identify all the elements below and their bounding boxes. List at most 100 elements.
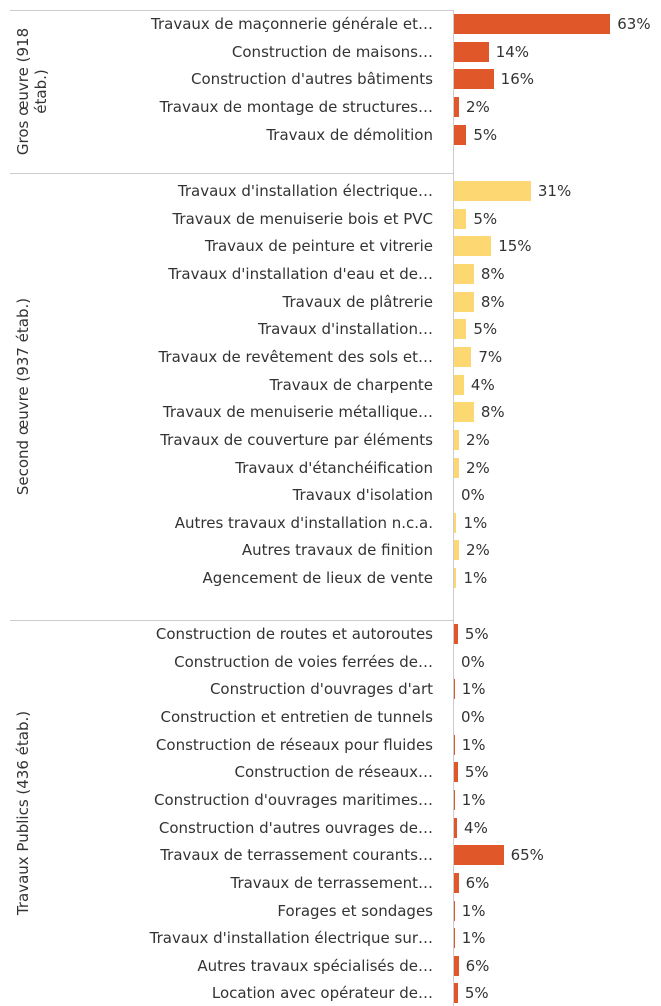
value-label: 1% bbox=[461, 790, 486, 809]
category-label: Construction de réseaux pour fluides bbox=[155, 735, 433, 754]
category-label: Location avec opérateur de… bbox=[211, 984, 433, 1003]
bar bbox=[454, 872, 459, 893]
value-label: 6% bbox=[465, 956, 490, 975]
bar bbox=[454, 983, 458, 1004]
value-label: 15% bbox=[498, 237, 532, 256]
bar bbox=[454, 263, 474, 284]
value-label: 8% bbox=[480, 264, 505, 283]
category-label: Travaux de menuiserie métallique… bbox=[162, 403, 433, 422]
bar bbox=[454, 319, 467, 340]
value-label: 5% bbox=[464, 763, 489, 782]
category-label: Construction d'autres ouvrages de… bbox=[158, 818, 433, 837]
bar bbox=[454, 817, 458, 838]
category-label: Travaux d'installation électrique sur… bbox=[149, 929, 433, 948]
bar bbox=[454, 236, 492, 257]
bar bbox=[454, 181, 531, 201]
category-label: Construction et entretien de tunnels bbox=[160, 707, 433, 726]
value-label: 2% bbox=[465, 458, 490, 477]
category-label: Agencement de lieux de vente bbox=[202, 569, 433, 588]
bar bbox=[454, 789, 455, 810]
value-label: 1% bbox=[461, 735, 486, 754]
category-label: Travaux de peinture et vitrerie bbox=[204, 237, 433, 256]
category-label: Travaux d'installation électrique… bbox=[177, 182, 433, 200]
category-label: Autres travaux spécialisés de… bbox=[197, 956, 433, 975]
group-separator bbox=[10, 620, 453, 621]
category-label: Construction d'ouvrages d'art bbox=[209, 680, 433, 699]
value-label: 1% bbox=[461, 901, 486, 920]
value-label: 4% bbox=[464, 818, 488, 837]
category-label: Travaux de maçonnerie générale et… bbox=[151, 15, 433, 33]
category-label: Forages et sondages bbox=[277, 901, 433, 920]
group-label: Gros œuvre (918 étab.) bbox=[14, 27, 50, 156]
category-label: Construction d'ouvrages maritimes… bbox=[153, 790, 433, 809]
value-label: 1% bbox=[461, 929, 486, 948]
value-label: 31% bbox=[537, 182, 572, 200]
group-label: Travaux Publics (436 étab.) bbox=[14, 710, 32, 916]
bar bbox=[454, 540, 459, 561]
bar bbox=[454, 624, 458, 644]
bar bbox=[454, 14, 611, 34]
value-label: 5% bbox=[473, 125, 498, 144]
group-separator bbox=[10, 10, 453, 11]
bar bbox=[454, 679, 455, 700]
bar bbox=[454, 69, 494, 90]
axis-line bbox=[453, 10, 454, 1006]
value-label: 63% bbox=[617, 15, 651, 33]
bar bbox=[454, 512, 457, 533]
bar bbox=[454, 928, 455, 949]
category-label: Travaux de menuiserie bois et PVC bbox=[172, 209, 433, 228]
value-label: 1% bbox=[463, 513, 488, 532]
value-label: 2% bbox=[465, 97, 490, 116]
group-label: Second œuvre (937 étab.) bbox=[14, 297, 32, 496]
value-label: 8% bbox=[480, 403, 505, 422]
category-label: Travaux d'installation d'eau et de… bbox=[168, 264, 433, 283]
bar bbox=[454, 900, 455, 921]
value-label: 6% bbox=[465, 873, 490, 892]
category-label: Travaux de plâtrerie bbox=[282, 292, 433, 311]
category-label: Travaux de terrassement courants… bbox=[160, 846, 433, 865]
category-label: Construction de voies ferrées de… bbox=[174, 652, 433, 671]
category-label: Autres travaux d'installation n.c.a. bbox=[174, 513, 433, 532]
bar bbox=[454, 96, 459, 117]
value-label: 4% bbox=[470, 375, 495, 394]
category-label: Construction de routes et autoroutes bbox=[155, 625, 433, 643]
bar bbox=[454, 208, 467, 229]
category-label: Travaux d'isolation bbox=[292, 486, 433, 505]
category-label: Travaux de charpente bbox=[269, 375, 433, 394]
value-label: 5% bbox=[473, 320, 498, 339]
value-label: 7% bbox=[478, 347, 503, 366]
bar bbox=[454, 402, 474, 423]
bar bbox=[454, 734, 455, 755]
value-label: 5% bbox=[473, 209, 498, 228]
value-label: 2% bbox=[465, 541, 490, 560]
value-label: 65% bbox=[510, 846, 544, 865]
value-label: 14% bbox=[495, 42, 530, 61]
bar bbox=[454, 429, 459, 450]
category-label: Travaux de terrassement… bbox=[230, 873, 433, 892]
category-label: Travaux de couverture par éléments bbox=[160, 430, 433, 449]
value-label: 0% bbox=[461, 707, 485, 726]
bar bbox=[454, 762, 458, 783]
category-label: Travaux d'installation… bbox=[257, 320, 433, 339]
bar bbox=[454, 568, 457, 589]
category-label: Construction d'autres bâtiments bbox=[191, 70, 433, 89]
value-label: 16% bbox=[500, 70, 535, 89]
value-label: 8% bbox=[480, 292, 505, 311]
category-label: Autres travaux de finition bbox=[241, 541, 433, 560]
value-label: 5% bbox=[464, 625, 489, 643]
value-label: 0% bbox=[461, 486, 485, 505]
bar bbox=[454, 374, 464, 395]
value-label: 2% bbox=[465, 430, 490, 449]
bar bbox=[454, 41, 489, 62]
bar bbox=[454, 291, 474, 312]
bar bbox=[454, 845, 504, 866]
value-label: 5% bbox=[464, 984, 489, 1003]
category-label: Travaux de revêtement des sols et… bbox=[158, 347, 433, 366]
category-label: Travaux d'étanchéification bbox=[235, 458, 433, 477]
group-separator bbox=[10, 173, 453, 174]
bar bbox=[454, 955, 459, 976]
category-label: Travaux de montage de structures… bbox=[159, 97, 433, 116]
category-label: Construction de maisons… bbox=[231, 42, 433, 61]
bar bbox=[454, 124, 467, 145]
